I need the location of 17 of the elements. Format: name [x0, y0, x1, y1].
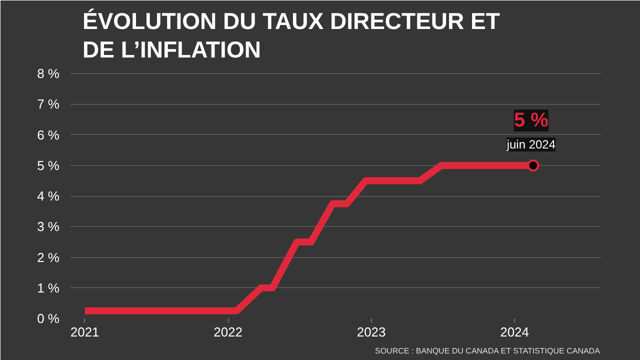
- y-tick-label: 7 %: [37, 96, 60, 112]
- x-tick-label: 2023: [356, 324, 386, 340]
- y-tick-label: 8 %: [37, 66, 60, 82]
- x-tick-label: 2021: [70, 324, 100, 340]
- x-tick-label: 2024: [500, 324, 530, 340]
- y-tick-label: 4 %: [37, 188, 60, 204]
- y-tick-label: 0 %: [37, 311, 60, 326]
- y-tick-label: 3 %: [37, 219, 60, 234]
- y-tick-label: 5 %: [37, 158, 60, 173]
- x-tick-label: 2022: [214, 324, 243, 340]
- annotation: 5 %: [514, 109, 549, 132]
- y-tick-label: 6 %: [37, 127, 60, 142]
- y-tick-label: 1 %: [37, 280, 60, 296]
- y-tick-label: 2 %: [37, 250, 60, 265]
- chart-title: ÉVOLUTION DU TAUX DIRECTEUR ET DE L’INFLATION: [82, 8, 500, 62]
- source-note: SOURCE : BANQUE DU CANADA ET STATISTIQUE CANADA: [374, 346, 601, 356]
- annotation: juin 2024: [506, 137, 556, 152]
